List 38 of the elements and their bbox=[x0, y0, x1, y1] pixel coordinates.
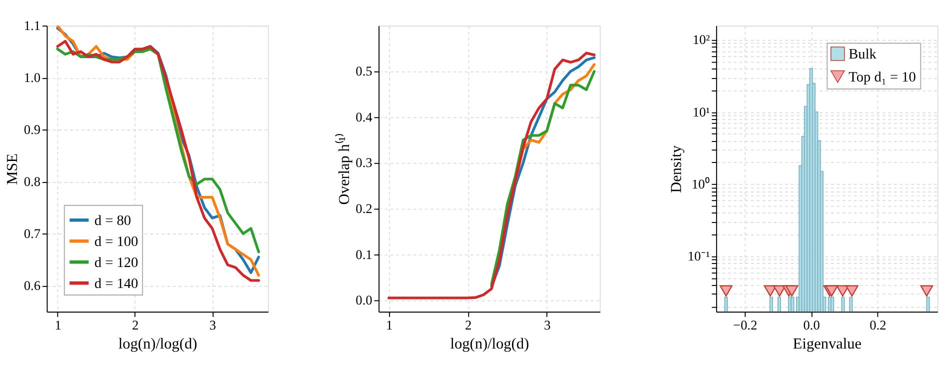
x-tick-label: 1 bbox=[386, 317, 393, 332]
y-tick-label: 0.0 bbox=[356, 292, 373, 308]
y-axis-title: Density bbox=[668, 145, 686, 193]
x-axis-title: log(n)/log(d) bbox=[450, 335, 530, 352]
y-tick-label: 0.6 bbox=[24, 278, 41, 293]
x-tick-label: −0.2 bbox=[733, 317, 758, 332]
y-tick-label: 0.8 bbox=[24, 174, 41, 189]
y-tick-label: 10² bbox=[692, 32, 710, 48]
x-axis-title: Eigenvalue bbox=[792, 335, 862, 352]
y-tick-label: 10⁰ bbox=[692, 176, 710, 192]
y-axis-title: Overlap h⁽¹⁾ bbox=[334, 134, 353, 205]
x-axis-title: log(n)/log(d) bbox=[118, 335, 198, 352]
y-tick-label: 0.7 bbox=[24, 226, 41, 241]
legend-label: d = 80 bbox=[94, 212, 132, 229]
x-tick-label: 3 bbox=[544, 317, 551, 332]
legend-label: d = 140 bbox=[94, 276, 138, 292]
x-tick-label: 2 bbox=[464, 317, 472, 332]
x-tick-label: 3 bbox=[209, 317, 216, 332]
y-tick-label: 0.4 bbox=[356, 109, 373, 124]
y-tick-label: 1.1 bbox=[24, 18, 41, 33]
y-tick-label: 1.0 bbox=[24, 70, 41, 85]
y-tick-label: 10⁻¹ bbox=[688, 248, 710, 264]
y-tick-label: 0.5 bbox=[356, 64, 373, 79]
legend-label: Bulk bbox=[848, 46, 878, 63]
x-tick-label: 0.2 bbox=[870, 317, 886, 332]
y-tick-label: 0.2 bbox=[356, 200, 372, 216]
y-axis-title: MSE bbox=[4, 153, 22, 185]
y-tick-label: 0.3 bbox=[356, 155, 373, 170]
line-series bbox=[387, 52, 596, 300]
legend-label: d = 120 bbox=[94, 254, 138, 271]
x-tick-label: 2 bbox=[132, 317, 139, 332]
legend-label: d = 100 bbox=[94, 234, 138, 250]
x-tick-label: 1 bbox=[54, 317, 62, 332]
x-tick-label: 0.0 bbox=[803, 317, 820, 332]
y-tick-label: 10¹ bbox=[692, 104, 710, 120]
y-tick-label: 0.9 bbox=[24, 122, 41, 137]
legend-label: Top d₁ = 10 bbox=[848, 69, 916, 86]
y-tick-label: 0.1 bbox=[356, 246, 372, 262]
